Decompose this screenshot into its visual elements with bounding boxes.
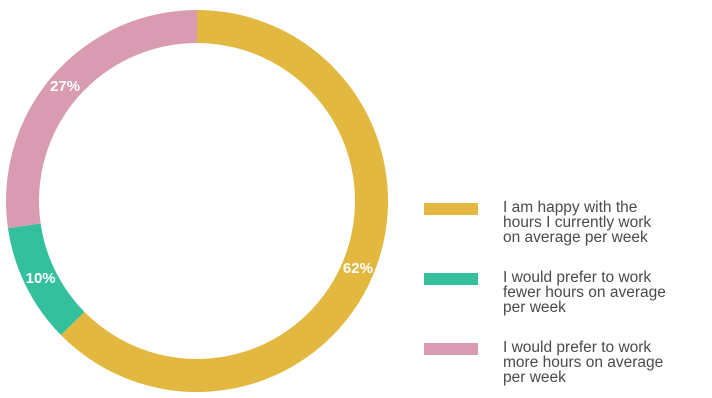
legend-label-more-hours: I would prefer to work more hours on ave…: [503, 339, 711, 386]
donut-chart: 62% 10% 27%: [6, 10, 388, 392]
legend-label-line: I would prefer to work: [503, 339, 652, 356]
legend-label-fewer-hours: I would prefer to work fewer hours on av…: [503, 269, 711, 316]
legend-label-line: on average per week: [503, 229, 648, 246]
slice-label-fewer-hours: 10%: [26, 270, 56, 287]
legend-label-line: I am happy with the: [503, 199, 638, 216]
legend-label-line: per week: [503, 369, 566, 386]
donut-slice-fewer-hours: [7, 223, 85, 335]
legend-swatch-more-hours: [424, 343, 478, 355]
legend-label-line: I would prefer to work: [503, 269, 652, 286]
slice-label-more-hours: 27%: [50, 78, 80, 95]
slice-label-happy: 62%: [343, 260, 373, 277]
legend-swatch-happy: [424, 203, 478, 215]
legend-label-happy: I am happy with the hours I currently wo…: [503, 199, 711, 246]
legend-swatch-fewer-hours: [424, 273, 478, 285]
legend-label-line: fewer hours on average: [503, 284, 666, 301]
donut-slices: [6, 10, 388, 392]
donut-slice-more-hours: [6, 10, 198, 229]
donut-slice-happy: [60, 10, 388, 392]
legend-label-line: per week: [503, 299, 566, 316]
slice-labels: 62% 10% 27%: [26, 78, 373, 287]
legend-label-line: hours I currently work: [503, 214, 652, 231]
legend-label-line: more hours on average: [503, 354, 664, 371]
